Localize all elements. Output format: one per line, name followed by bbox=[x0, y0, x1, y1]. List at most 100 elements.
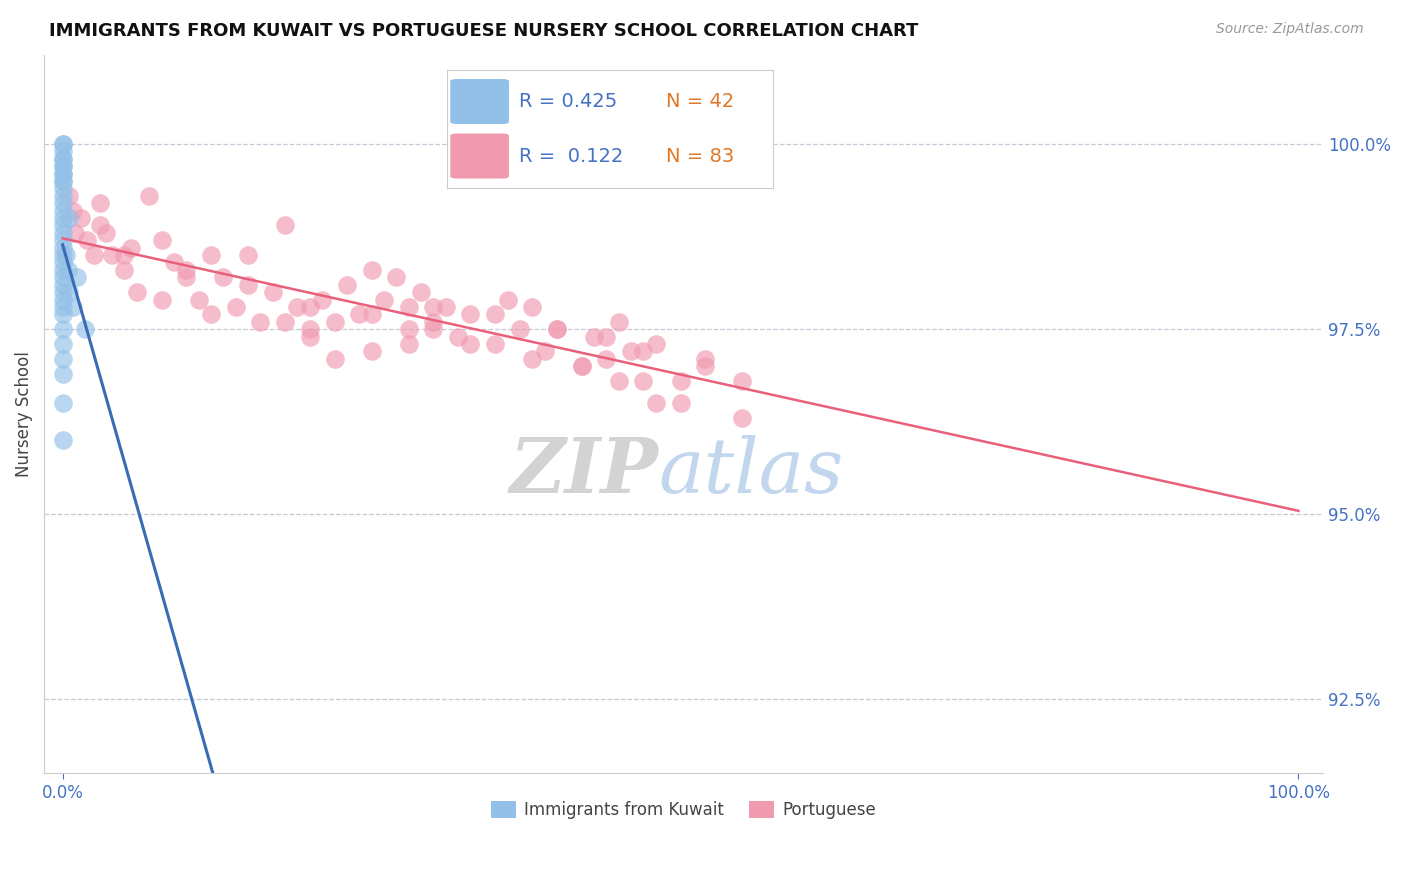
Point bbox=[120, 241, 142, 255]
Point bbox=[522, 351, 544, 366]
Point bbox=[52, 293, 75, 307]
Point bbox=[571, 359, 593, 373]
Point bbox=[62, 300, 84, 314]
Point bbox=[695, 351, 717, 366]
Point bbox=[571, 359, 593, 373]
Point bbox=[582, 329, 605, 343]
Point bbox=[434, 300, 457, 314]
Point bbox=[174, 270, 197, 285]
Point bbox=[52, 174, 75, 188]
Point bbox=[52, 203, 75, 218]
Legend: Immigrants from Kuwait, Portuguese: Immigrants from Kuwait, Portuguese bbox=[484, 795, 883, 826]
Point bbox=[89, 219, 111, 233]
Point bbox=[522, 300, 544, 314]
Point bbox=[484, 307, 506, 321]
Point bbox=[460, 307, 482, 321]
Point bbox=[174, 263, 197, 277]
Point bbox=[460, 337, 482, 351]
Point bbox=[63, 226, 86, 240]
Point bbox=[150, 293, 173, 307]
Point bbox=[52, 241, 75, 255]
Point bbox=[644, 337, 666, 351]
Point bbox=[73, 322, 96, 336]
Point bbox=[298, 322, 321, 336]
Point bbox=[55, 248, 77, 262]
Point bbox=[52, 181, 75, 195]
Point bbox=[385, 270, 408, 285]
Point bbox=[52, 434, 75, 448]
Point bbox=[496, 293, 519, 307]
Point bbox=[76, 233, 98, 247]
Point bbox=[52, 189, 75, 203]
Point bbox=[373, 293, 395, 307]
Point bbox=[422, 322, 444, 336]
Point bbox=[52, 285, 75, 299]
Point bbox=[52, 167, 75, 181]
Point bbox=[114, 248, 136, 262]
Point bbox=[58, 285, 80, 299]
Point bbox=[236, 277, 259, 292]
Point bbox=[52, 396, 75, 410]
Point bbox=[83, 248, 105, 262]
Point bbox=[262, 285, 284, 299]
Point bbox=[52, 145, 75, 159]
Point bbox=[731, 374, 754, 388]
Point bbox=[607, 315, 630, 329]
Point bbox=[225, 300, 247, 314]
Point bbox=[114, 263, 136, 277]
Point bbox=[546, 322, 568, 336]
Point bbox=[56, 263, 79, 277]
Point bbox=[150, 233, 173, 247]
Point bbox=[52, 152, 75, 166]
Point bbox=[509, 322, 531, 336]
Point bbox=[409, 285, 432, 299]
Text: ZIP: ZIP bbox=[509, 434, 658, 508]
Point bbox=[323, 351, 346, 366]
Point bbox=[52, 136, 75, 151]
Point bbox=[323, 315, 346, 329]
Point bbox=[274, 315, 297, 329]
Point bbox=[669, 374, 692, 388]
Point bbox=[94, 226, 117, 240]
Point bbox=[58, 211, 80, 225]
Point bbox=[163, 255, 186, 269]
Point bbox=[287, 300, 309, 314]
Point bbox=[52, 255, 75, 269]
Point bbox=[360, 307, 382, 321]
Point bbox=[52, 136, 75, 151]
Point bbox=[422, 300, 444, 314]
Point bbox=[52, 167, 75, 181]
Point bbox=[398, 322, 420, 336]
Point bbox=[52, 159, 75, 173]
Point bbox=[52, 248, 75, 262]
Point bbox=[447, 329, 470, 343]
Point bbox=[595, 329, 617, 343]
Point bbox=[533, 344, 555, 359]
Point bbox=[731, 411, 754, 425]
Point bbox=[52, 337, 75, 351]
Point bbox=[52, 159, 75, 173]
Point bbox=[311, 293, 333, 307]
Point bbox=[52, 367, 75, 381]
Point bbox=[52, 351, 75, 366]
Point bbox=[200, 307, 222, 321]
Point bbox=[200, 248, 222, 262]
Point bbox=[52, 233, 75, 247]
Point bbox=[187, 293, 209, 307]
Text: IMMIGRANTS FROM KUWAIT VS PORTUGUESE NURSERY SCHOOL CORRELATION CHART: IMMIGRANTS FROM KUWAIT VS PORTUGUESE NUR… bbox=[49, 22, 918, 40]
Y-axis label: Nursery School: Nursery School bbox=[15, 351, 32, 477]
Point bbox=[70, 211, 93, 225]
Point bbox=[212, 270, 235, 285]
Point bbox=[607, 374, 630, 388]
Point bbox=[52, 196, 75, 211]
Point bbox=[62, 203, 84, 218]
Text: atlas: atlas bbox=[658, 434, 844, 508]
Point bbox=[52, 219, 75, 233]
Point bbox=[695, 359, 717, 373]
Point bbox=[633, 374, 655, 388]
Point bbox=[398, 300, 420, 314]
Point bbox=[125, 285, 148, 299]
Point bbox=[89, 196, 111, 211]
Point bbox=[360, 263, 382, 277]
Point bbox=[52, 300, 75, 314]
